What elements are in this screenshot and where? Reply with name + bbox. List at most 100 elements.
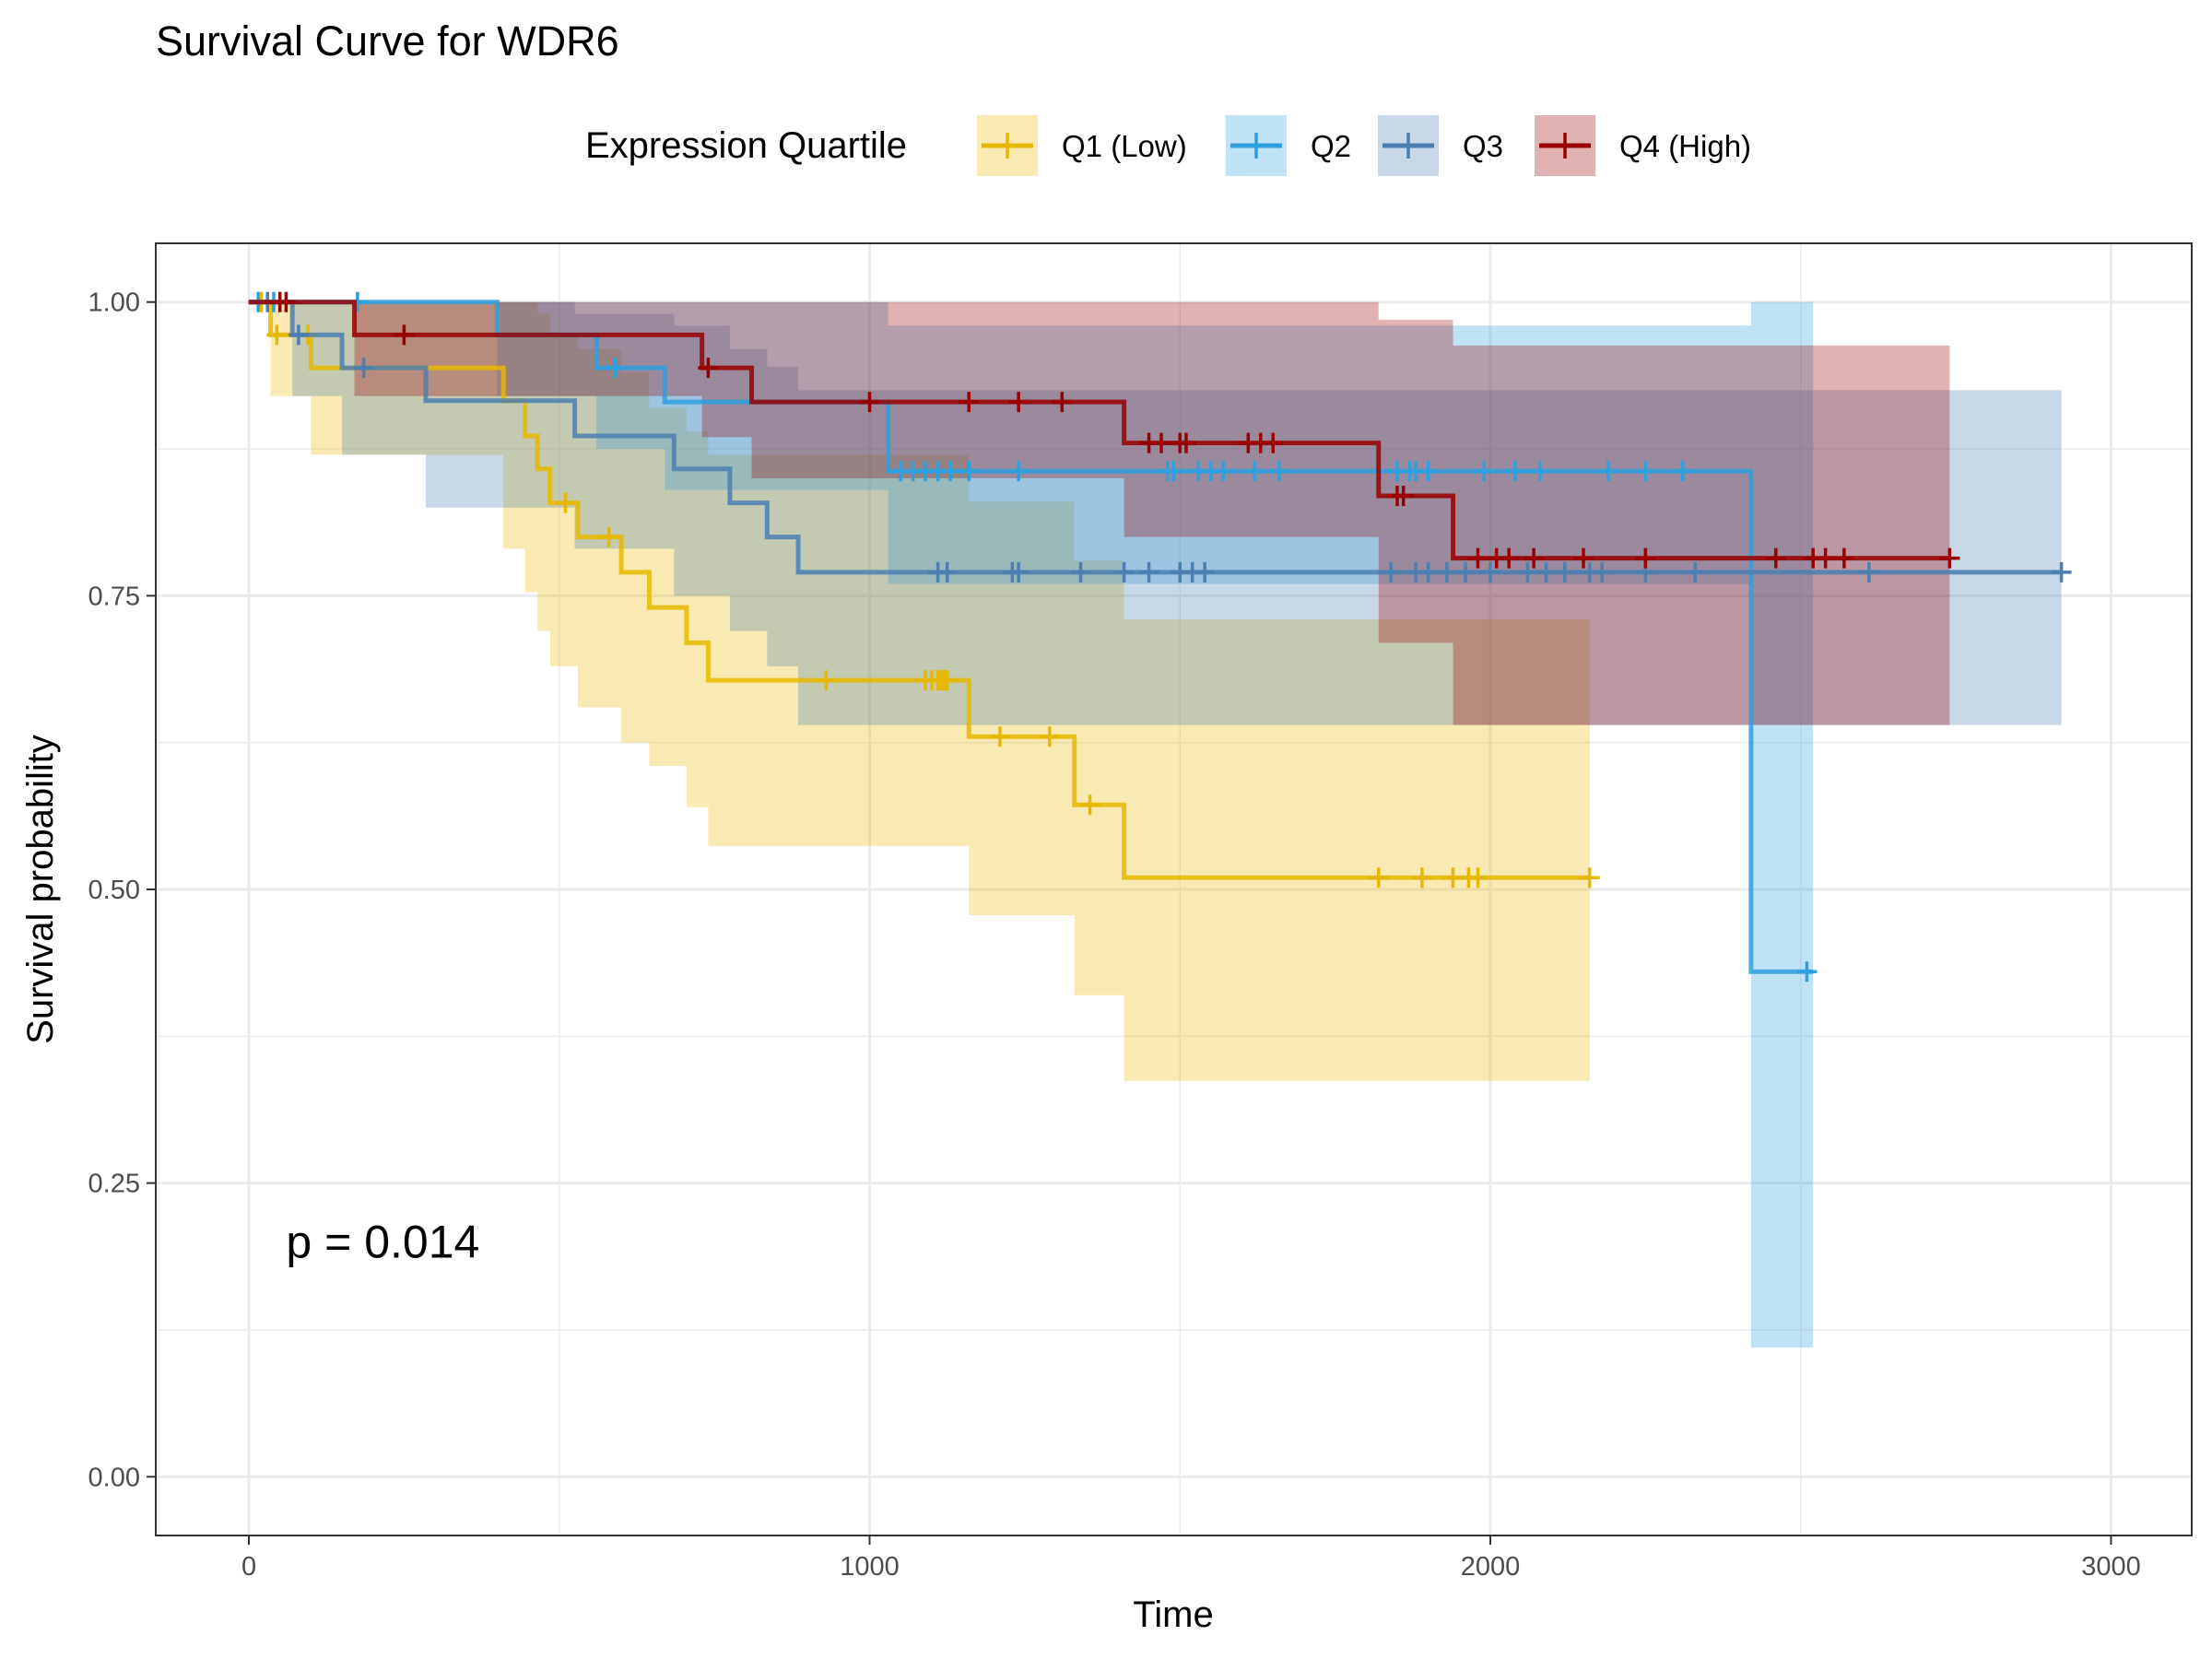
censor-mark bbox=[555, 492, 576, 513]
censor-mark bbox=[1368, 867, 1389, 888]
series-layer bbox=[248, 291, 2072, 1348]
censor-mark bbox=[1535, 561, 1557, 582]
y-tick-label: 0.25 bbox=[88, 1170, 140, 1199]
legend-label: Q1 (Low) bbox=[1062, 129, 1187, 163]
censor-mark bbox=[940, 461, 961, 482]
censor-mark bbox=[1418, 561, 1439, 582]
censor-mark bbox=[1263, 432, 1284, 453]
censor-mark bbox=[288, 324, 309, 346]
legend: Expression Quartile Q1 (Low) Q2 Q3 Q4 (High… bbox=[585, 115, 1751, 176]
grid-major bbox=[156, 243, 2192, 1535]
censor-mark bbox=[1411, 867, 1432, 888]
y-axis-title: Survival probability bbox=[20, 735, 61, 1044]
censor-mark bbox=[1418, 461, 1439, 482]
censor-mark bbox=[1467, 867, 1488, 888]
legend-label: Q2 bbox=[1311, 129, 1351, 163]
ci-band-q3 bbox=[249, 301, 2062, 725]
censor-mark bbox=[1474, 461, 1495, 482]
y-tick-label: 0.50 bbox=[88, 876, 140, 905]
p-value-annotation: p = 0.014 bbox=[286, 1216, 479, 1267]
x-tick-label: 3000 bbox=[2081, 1552, 2141, 1582]
censor-mark bbox=[1572, 547, 1594, 569]
censor-mark bbox=[1858, 561, 1879, 582]
censor-mark bbox=[1008, 392, 1030, 413]
x-tick-label: 1000 bbox=[840, 1552, 900, 1582]
censor-mark bbox=[1268, 461, 1289, 482]
legend-title: Expression Quartile bbox=[585, 125, 907, 166]
censor-mark bbox=[936, 561, 958, 582]
censor-mark bbox=[353, 358, 374, 379]
censor-mark bbox=[1244, 461, 1265, 482]
censor-mark bbox=[1467, 547, 1488, 569]
censor-mark bbox=[1939, 547, 1960, 569]
censor-mark bbox=[1499, 547, 1520, 569]
censor-mark bbox=[1163, 461, 1184, 482]
y-tick-label: 0.00 bbox=[88, 1463, 140, 1492]
legend-item-q3: Q3 bbox=[1378, 115, 1503, 176]
y-tick-label: 1.00 bbox=[88, 288, 140, 318]
censor-mark bbox=[1213, 461, 1234, 482]
legend-label: Q4 (High) bbox=[1619, 129, 1751, 163]
x-axis: 0 1000 2000 3000 bbox=[241, 1535, 2141, 1582]
y-axis: 0.00 0.25 0.50 0.75 1.00 bbox=[88, 288, 156, 1492]
x-tick-label: 2000 bbox=[1461, 1552, 1521, 1582]
censor-mark bbox=[1815, 547, 1836, 569]
censor-mark bbox=[936, 670, 958, 691]
censor-mark bbox=[598, 526, 619, 547]
censor-mark bbox=[859, 392, 880, 413]
censor-mark bbox=[1592, 561, 1613, 582]
censor-mark bbox=[2051, 561, 2072, 582]
legend-item-q2: Q2 bbox=[1226, 115, 1351, 176]
x-axis-title: Time bbox=[1133, 1594, 1213, 1635]
censor-mark bbox=[1479, 561, 1500, 582]
legend-item-q1-low: Q1 (Low) bbox=[977, 115, 1187, 176]
censor-mark bbox=[1113, 561, 1135, 582]
x-tick-label: 0 bbox=[241, 1552, 256, 1582]
censor-mark bbox=[1052, 392, 1073, 413]
censor-mark bbox=[1796, 961, 1818, 982]
censor-mark bbox=[266, 324, 288, 346]
ci-band-q4-high bbox=[249, 301, 1950, 725]
censor-mark bbox=[1008, 461, 1030, 482]
censor-mark bbox=[1579, 867, 1600, 888]
censor-mark bbox=[1672, 461, 1693, 482]
censor-mark bbox=[1436, 561, 1457, 582]
ci-band-q1-low bbox=[249, 301, 1590, 1081]
censor-mark bbox=[1524, 547, 1545, 569]
censor-mark bbox=[1393, 486, 1414, 507]
censor-mark bbox=[1833, 547, 1854, 569]
censor-mark bbox=[394, 324, 415, 346]
censor-mark bbox=[1635, 461, 1656, 482]
legend-label: Q3 bbox=[1463, 129, 1503, 163]
survival-line-q2 bbox=[249, 300, 1814, 974]
censor-mark bbox=[698, 358, 719, 379]
censor-mark bbox=[1175, 432, 1196, 453]
censor-mark bbox=[816, 670, 837, 691]
ci-band-q2 bbox=[249, 301, 1814, 1348]
censor-mark bbox=[1039, 726, 1060, 747]
censor-mark bbox=[1455, 561, 1477, 582]
censor-mark bbox=[1635, 547, 1656, 569]
censor-mark bbox=[1381, 561, 1402, 582]
censor-mark bbox=[1765, 547, 1786, 569]
censor-mark bbox=[1517, 561, 1538, 582]
plot-area bbox=[155, 242, 2193, 1536]
y-tick-label: 0.75 bbox=[88, 582, 140, 611]
censor-mark bbox=[959, 392, 980, 413]
censor-mark bbox=[1151, 432, 1172, 453]
censor-mark bbox=[989, 726, 1010, 747]
censor-mark bbox=[1194, 561, 1216, 582]
survival-line-q3 bbox=[249, 300, 2062, 575]
censor-mark bbox=[1008, 561, 1030, 582]
censor-mark bbox=[1138, 561, 1159, 582]
chart-title: Survival Curve for WDR6 bbox=[156, 18, 619, 65]
censor-mark bbox=[1529, 461, 1550, 482]
censor-mark bbox=[1597, 461, 1618, 482]
censor-mark bbox=[1504, 461, 1525, 482]
censor-mark bbox=[1554, 561, 1575, 582]
censor-mark bbox=[1079, 794, 1100, 816]
censor-mark bbox=[1685, 561, 1706, 582]
censor-mark bbox=[959, 461, 980, 482]
legend-item-q4-high: Q4 (High) bbox=[1535, 115, 1751, 176]
